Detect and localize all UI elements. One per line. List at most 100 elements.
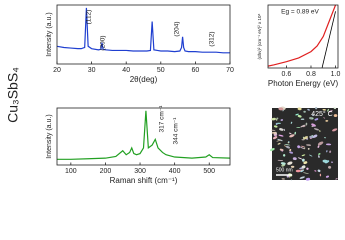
sem-grain — [303, 161, 308, 165]
annotation: (200) — [100, 35, 107, 50]
data-line — [321, 11, 336, 69]
sem-grain — [327, 108, 330, 112]
sem-grain — [276, 139, 282, 142]
sem-grain — [322, 159, 329, 163]
sem-grain — [301, 154, 306, 157]
sem-grain — [319, 130, 321, 132]
annotation: 344 cm⁻¹ — [173, 117, 180, 145]
y-axis-label: Intensity (a.u.) — [46, 12, 53, 56]
sem-grain — [297, 107, 302, 111]
sem-grain — [323, 117, 326, 119]
annotation: (112) — [86, 10, 93, 25]
plot-frame — [267, 4, 339, 69]
sem-grain — [309, 154, 313, 157]
sem-grain — [300, 169, 304, 171]
sem-image — [269, 106, 338, 181]
sem-grain — [288, 132, 292, 135]
sem-grain — [328, 165, 332, 169]
sem-grain — [329, 150, 332, 154]
sem-grain — [317, 169, 321, 173]
sem-grain — [300, 145, 306, 148]
x-axis-label: 2θ(deg) — [130, 75, 158, 84]
sem-grain — [271, 131, 276, 134]
sem-grain — [277, 159, 284, 161]
sem-grain — [299, 176, 305, 179]
sem-grain — [311, 123, 316, 127]
sem-grain — [275, 122, 278, 125]
x-tick-label: 40 — [122, 67, 130, 74]
sem-grain — [328, 110, 333, 113]
sem-grain — [290, 121, 293, 124]
sem-grain — [318, 155, 320, 158]
sem-grain — [325, 143, 332, 146]
sem-grain — [289, 134, 295, 138]
sem-grain — [322, 108, 327, 111]
sem-grain — [312, 134, 318, 138]
x-axis-label: Photon Energy (eV) — [268, 79, 339, 88]
x-tick-label: 50 — [157, 67, 165, 74]
annotation: (312) — [209, 31, 216, 46]
sem-grain — [325, 119, 329, 122]
sem-grain — [306, 167, 309, 170]
sem-grain — [279, 128, 284, 131]
sem-grain — [295, 113, 299, 116]
x-tick-label: 0.8 — [306, 71, 316, 78]
sem-grain — [317, 141, 324, 146]
annotation: (204) — [174, 21, 181, 36]
side-label: Cu₃SbS₄ — [5, 67, 21, 123]
x-tick-label: 20 — [53, 67, 61, 74]
sem-grain — [296, 127, 301, 128]
sem-grain — [319, 173, 322, 177]
sem-grain — [300, 169, 304, 173]
sem-grain — [269, 148, 275, 152]
annotation: 317 cm⁻¹ — [159, 105, 166, 133]
plot-frame — [56, 4, 231, 65]
sem-grain — [301, 165, 306, 169]
annotation: Eg = 0.89 eV — [281, 9, 319, 16]
sem-grain — [275, 118, 278, 121]
sem-grain — [313, 128, 319, 131]
sem-grain — [277, 142, 281, 145]
x-tick-label: 200 — [100, 168, 112, 175]
data-line — [267, 4, 337, 67]
x-tick-label: 1.0 — [331, 71, 341, 78]
sem-grain — [306, 144, 312, 146]
sem-grain — [318, 153, 321, 155]
sem-grain — [312, 117, 314, 119]
sem-grain — [280, 119, 284, 122]
x-tick-label: 0.6 — [282, 71, 292, 78]
sem-grain — [282, 154, 286, 157]
sem-grain — [287, 142, 290, 144]
sem-grain — [292, 157, 297, 161]
sem-grain — [332, 128, 338, 132]
sem-grain — [289, 151, 294, 154]
sem-grain — [305, 122, 308, 126]
sem-grain — [312, 114, 314, 116]
sem-grain — [302, 158, 305, 162]
sem-grain — [300, 124, 306, 128]
sem-grain — [307, 108, 310, 111]
sem-grain — [273, 125, 278, 128]
sem-grain — [326, 150, 328, 153]
sem-grain — [297, 115, 302, 118]
sem-grain — [324, 137, 326, 139]
scale-bar-label: 500 nm — [276, 167, 293, 173]
sem-grain — [315, 107, 318, 110]
x-tick-label: 70 — [226, 67, 234, 74]
sem-grain — [325, 175, 330, 178]
sem-grain — [314, 118, 319, 121]
sem-grain — [281, 150, 284, 152]
sem-grain — [273, 136, 278, 140]
y-axis-label: Intensity (a.u.) — [46, 114, 53, 158]
sem-grain — [289, 148, 292, 152]
sem-grain — [299, 146, 305, 150]
sem-grain — [307, 147, 310, 150]
x-axis-label: Raman shift (cm⁻¹) — [110, 176, 178, 185]
sem-grain — [302, 172, 309, 175]
sem-grain — [295, 169, 301, 173]
sem-grain — [281, 178, 285, 180]
sem-grain — [271, 117, 276, 121]
figure: Cu₃SbS₄ 425° C 500 nm 20 30 40 50 60 70 2θ(deg) I… — [5, 4, 341, 185]
sem-label: 425° C — [311, 110, 332, 118]
sem-grain — [333, 114, 338, 118]
